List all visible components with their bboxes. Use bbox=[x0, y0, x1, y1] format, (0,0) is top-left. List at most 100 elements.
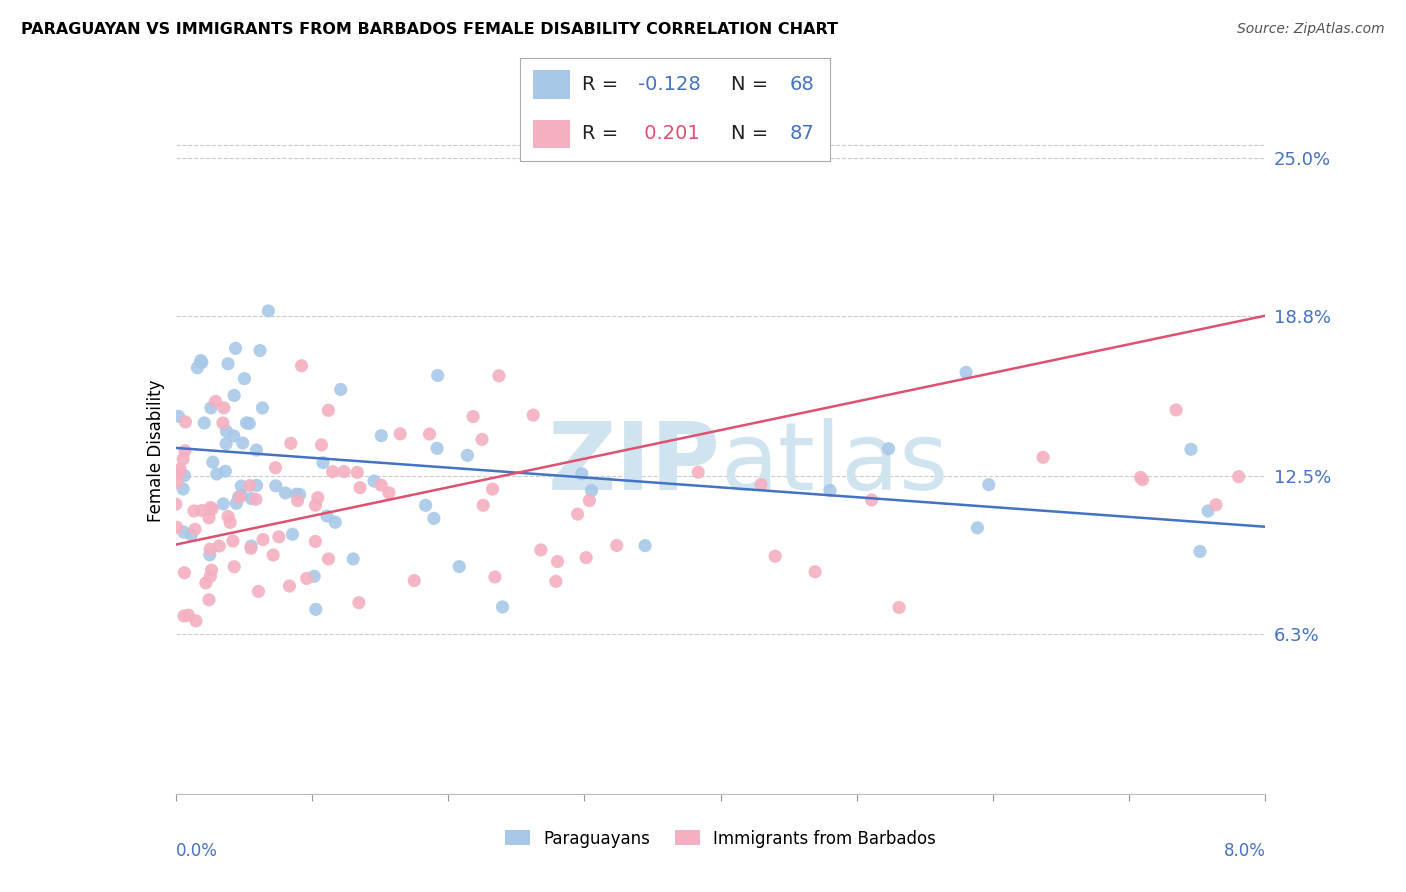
Point bbox=[215, 424, 238, 438]
Y-axis label: Female Disability: Female Disability bbox=[146, 379, 165, 522]
Point bbox=[578, 493, 600, 508]
Point bbox=[222, 429, 245, 443]
Point bbox=[172, 482, 194, 496]
Point bbox=[214, 464, 236, 478]
Point bbox=[233, 371, 256, 385]
Point bbox=[274, 486, 297, 500]
Point bbox=[804, 565, 827, 579]
Point bbox=[415, 498, 437, 512]
Point bbox=[449, 559, 471, 574]
Point bbox=[264, 460, 287, 475]
Point bbox=[278, 579, 301, 593]
Point bbox=[290, 359, 312, 373]
Text: 0.0%: 0.0% bbox=[176, 842, 218, 860]
Point bbox=[166, 520, 188, 534]
Text: Source: ZipAtlas.com: Source: ZipAtlas.com bbox=[1237, 22, 1385, 37]
Point bbox=[249, 343, 271, 358]
Point bbox=[280, 436, 302, 450]
Point bbox=[887, 600, 910, 615]
Point bbox=[205, 467, 228, 481]
Point bbox=[231, 479, 253, 493]
Point bbox=[522, 408, 544, 422]
Text: 8.0%: 8.0% bbox=[1223, 842, 1265, 860]
Point bbox=[217, 357, 239, 371]
Point bbox=[363, 474, 385, 488]
Point bbox=[606, 538, 628, 552]
Point bbox=[190, 353, 212, 368]
Point bbox=[312, 456, 335, 470]
Point bbox=[252, 401, 274, 415]
Point bbox=[238, 417, 260, 431]
Point bbox=[323, 515, 346, 529]
Point bbox=[342, 552, 364, 566]
Point bbox=[378, 485, 401, 500]
Point bbox=[456, 448, 478, 462]
Point bbox=[471, 433, 494, 447]
Point bbox=[198, 592, 221, 607]
Point bbox=[173, 468, 195, 483]
Point bbox=[318, 552, 340, 566]
Point bbox=[198, 542, 221, 557]
Point bbox=[304, 498, 326, 512]
Point bbox=[228, 490, 250, 504]
Text: atlas: atlas bbox=[721, 418, 949, 510]
Point bbox=[877, 442, 900, 456]
Point bbox=[165, 497, 187, 511]
Point bbox=[530, 543, 553, 558]
Text: -0.128: -0.128 bbox=[638, 75, 700, 95]
Bar bbox=[533, 120, 569, 148]
Text: N =: N = bbox=[731, 75, 775, 95]
Text: R =: R = bbox=[582, 75, 624, 95]
Text: N =: N = bbox=[731, 124, 775, 144]
Point bbox=[567, 507, 589, 521]
Point bbox=[193, 416, 215, 430]
Point bbox=[240, 539, 263, 553]
Point bbox=[217, 509, 239, 524]
Point bbox=[245, 443, 267, 458]
Point bbox=[194, 575, 217, 590]
Point bbox=[222, 534, 245, 549]
Point bbox=[484, 570, 506, 584]
Point bbox=[184, 522, 207, 536]
Point bbox=[285, 487, 308, 501]
Point bbox=[346, 466, 368, 480]
Text: 0.201: 0.201 bbox=[638, 124, 700, 144]
Point bbox=[198, 548, 221, 562]
Point bbox=[200, 569, 222, 583]
Point bbox=[224, 559, 246, 574]
Point bbox=[311, 438, 333, 452]
Point bbox=[404, 574, 426, 588]
Point bbox=[201, 455, 224, 469]
Point bbox=[212, 401, 235, 415]
Point bbox=[318, 403, 340, 417]
Point bbox=[295, 571, 318, 585]
Point bbox=[347, 596, 370, 610]
Point bbox=[264, 479, 287, 493]
Point bbox=[634, 539, 657, 553]
Point bbox=[426, 368, 449, 383]
Point bbox=[287, 493, 309, 508]
Point bbox=[749, 477, 772, 491]
Point bbox=[288, 487, 311, 501]
Point bbox=[215, 436, 238, 450]
Point bbox=[183, 504, 205, 518]
Point bbox=[169, 465, 191, 479]
Point bbox=[239, 478, 262, 492]
Point bbox=[235, 416, 257, 430]
Point bbox=[231, 488, 253, 502]
Point bbox=[173, 609, 195, 624]
Point bbox=[174, 415, 197, 429]
Point bbox=[172, 452, 194, 467]
Point bbox=[307, 491, 329, 505]
Point bbox=[201, 502, 224, 516]
Text: PARAGUAYAN VS IMMIGRANTS FROM BARBADOS FEMALE DISABILITY CORRELATION CHART: PARAGUAYAN VS IMMIGRANTS FROM BARBADOS F… bbox=[21, 22, 838, 37]
Point bbox=[763, 549, 786, 564]
Point bbox=[257, 304, 280, 318]
Point bbox=[305, 602, 328, 616]
Legend: Paraguayans, Immigrants from Barbados: Paraguayans, Immigrants from Barbados bbox=[498, 823, 943, 855]
Point bbox=[173, 525, 195, 540]
Text: 87: 87 bbox=[789, 124, 814, 144]
Point bbox=[225, 496, 247, 510]
Point bbox=[198, 510, 221, 524]
Point bbox=[488, 368, 510, 383]
